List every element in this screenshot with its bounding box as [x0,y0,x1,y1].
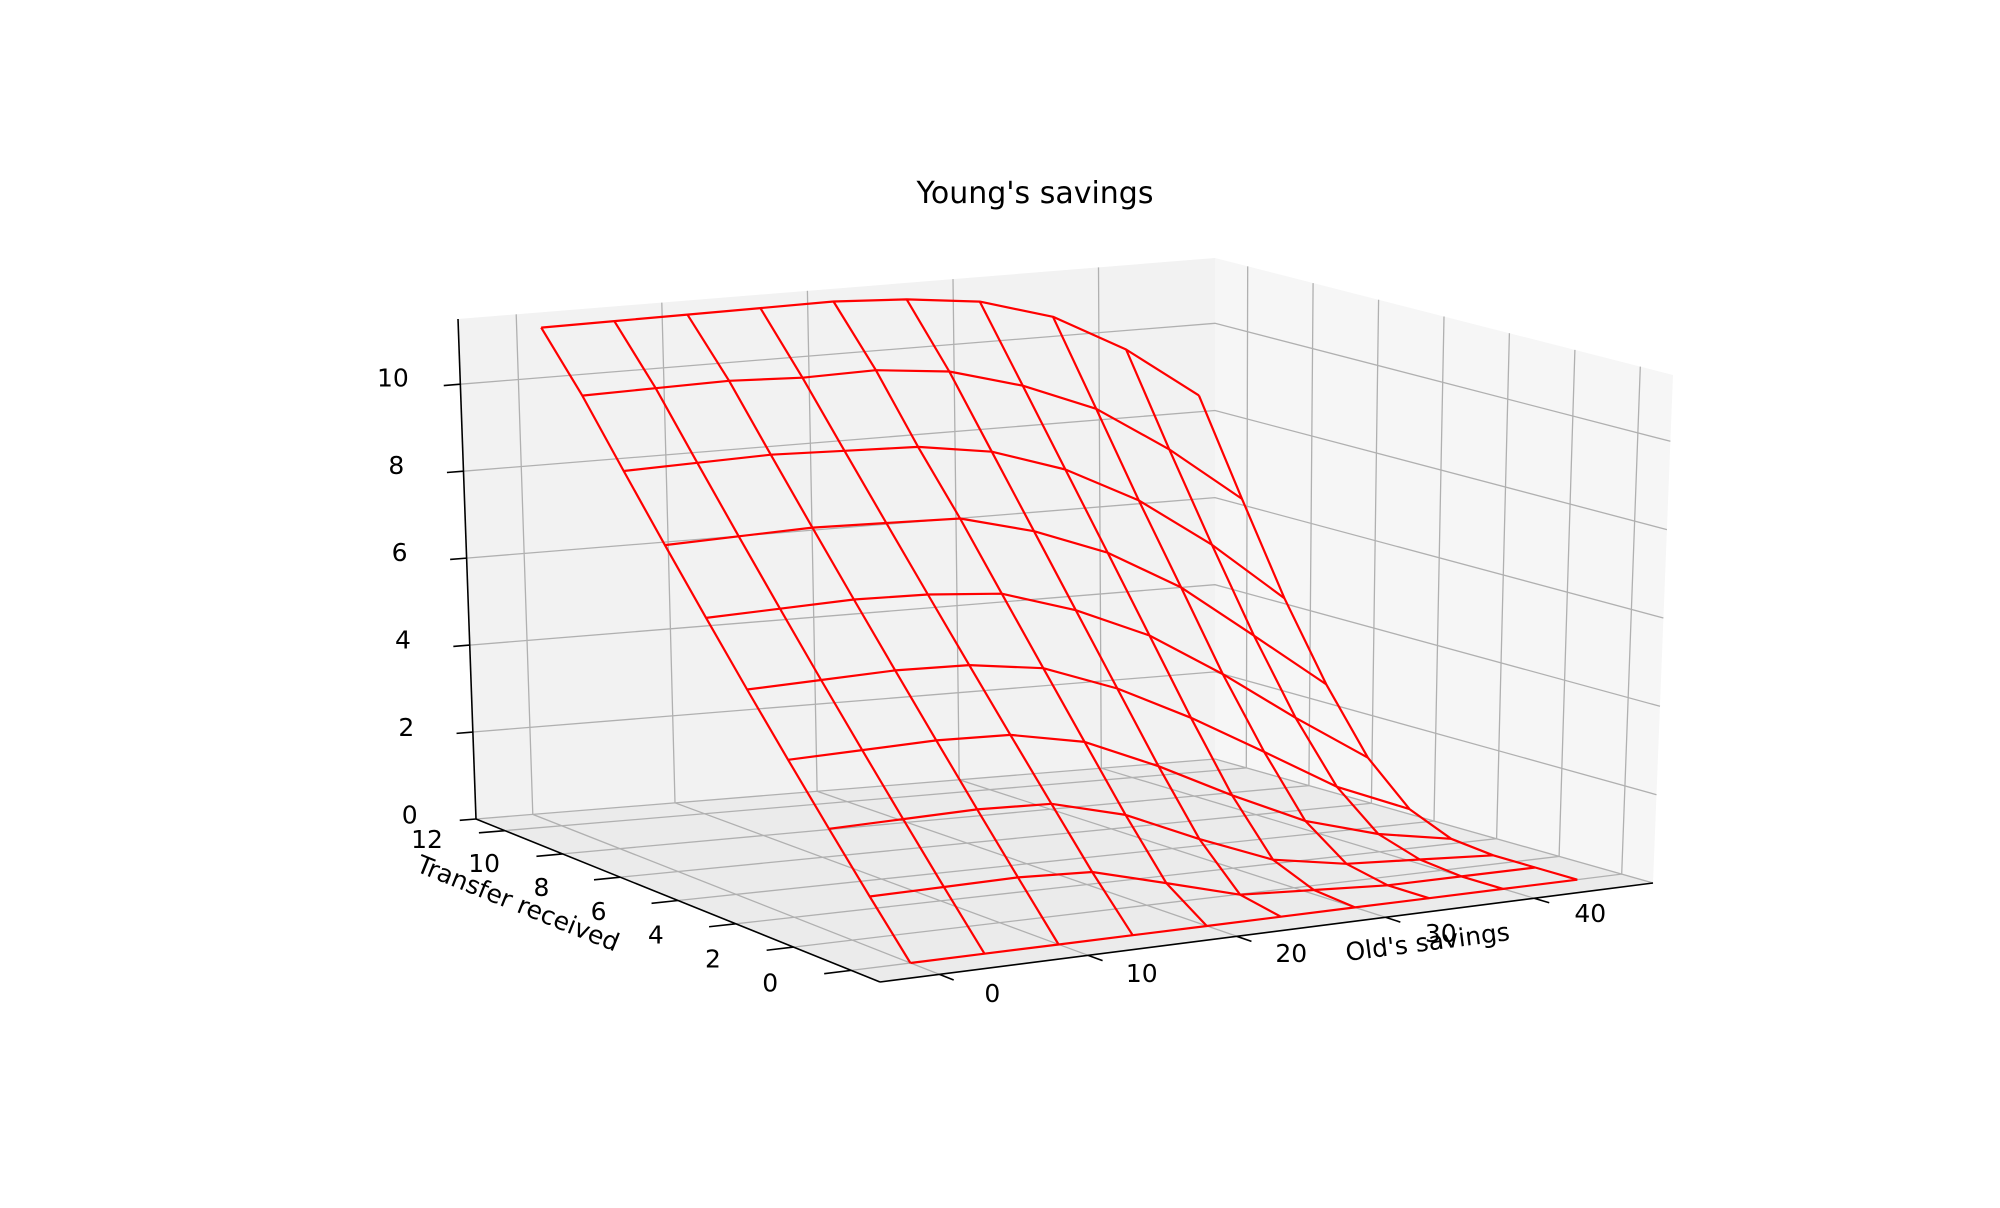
y-tick [766,946,794,952]
z-grid-line [469,584,1661,707]
surface-col-line [1197,394,1578,881]
y-tick-label: 2 [705,945,721,974]
surface-col-line [905,298,1282,918]
surface-wireframe [540,298,1578,965]
y-tick [593,876,621,881]
z-tick [459,818,477,822]
z-grid-line [463,409,1668,531]
y-tick-label: 4 [648,921,664,950]
surface-col-line [1052,316,1430,900]
y-tick-label: 0 [762,969,778,998]
z-tick-label: 8 [388,451,404,480]
y-tick-label: 6 [591,897,607,926]
z-tick [446,470,464,474]
surface-row-line [828,802,1494,865]
surface-col-line [540,327,912,964]
z-tick [443,383,461,387]
surface-row-line [746,663,1410,811]
z-tick-label: 2 [398,713,414,742]
surface-row-line [705,592,1369,759]
x-tick [1087,954,1103,962]
y-tick-label: 10 [468,849,500,878]
z-grid-line [475,758,1654,884]
surface-row-line [664,517,1327,686]
z-tick-label: 6 [392,538,408,567]
surface-col-line [613,320,986,955]
x-tick [1385,916,1401,923]
surface-row-line [869,866,1536,898]
x-tick-label: 20 [1275,939,1307,968]
surface-row-line [541,298,1200,397]
z-tick-label: 10 [377,363,409,392]
surface-col-line [978,301,1356,909]
y-tick-label: 8 [533,873,549,902]
x-tick [1533,897,1550,904]
x-tick [939,973,954,981]
y-tick-label: 12 [411,825,443,854]
z-tick [456,731,473,735]
surface-col-line [1125,349,1504,890]
y-tick [708,922,736,928]
surface-col-line [686,314,1060,946]
surface-row-line [623,445,1286,600]
z-tick [453,644,470,648]
surface-col-line [832,300,1208,927]
x-tick-label: 30 [1425,919,1457,948]
z-tick-label: 0 [402,801,418,830]
surface-row-line [582,369,1243,500]
z-grid-line [460,322,1671,442]
y-tick [478,829,505,834]
grid-lines [460,266,1671,976]
back-pane [458,258,1215,819]
x-axis-line [879,882,1654,983]
x-tick-label: 0 [984,979,1000,1008]
x-tick-label: 40 [1574,899,1606,928]
surface-row-line [787,733,1452,840]
z-tick-label: 4 [395,626,411,655]
x-tick [1236,935,1252,943]
y-tick [651,899,679,905]
z-tick [450,557,467,561]
x-tick-label: 10 [1126,959,1158,988]
axis-panes [458,258,1673,982]
z-axis-line [457,318,477,820]
y-tick [824,969,852,975]
chart-title: Young's savings [916,176,1154,211]
y-tick [536,853,563,858]
floor-pane [476,759,1653,982]
z-grid-line [472,671,1657,796]
side-pane [1215,258,1673,883]
surface-row-line [910,878,1578,965]
surface-col-line [759,307,1134,936]
